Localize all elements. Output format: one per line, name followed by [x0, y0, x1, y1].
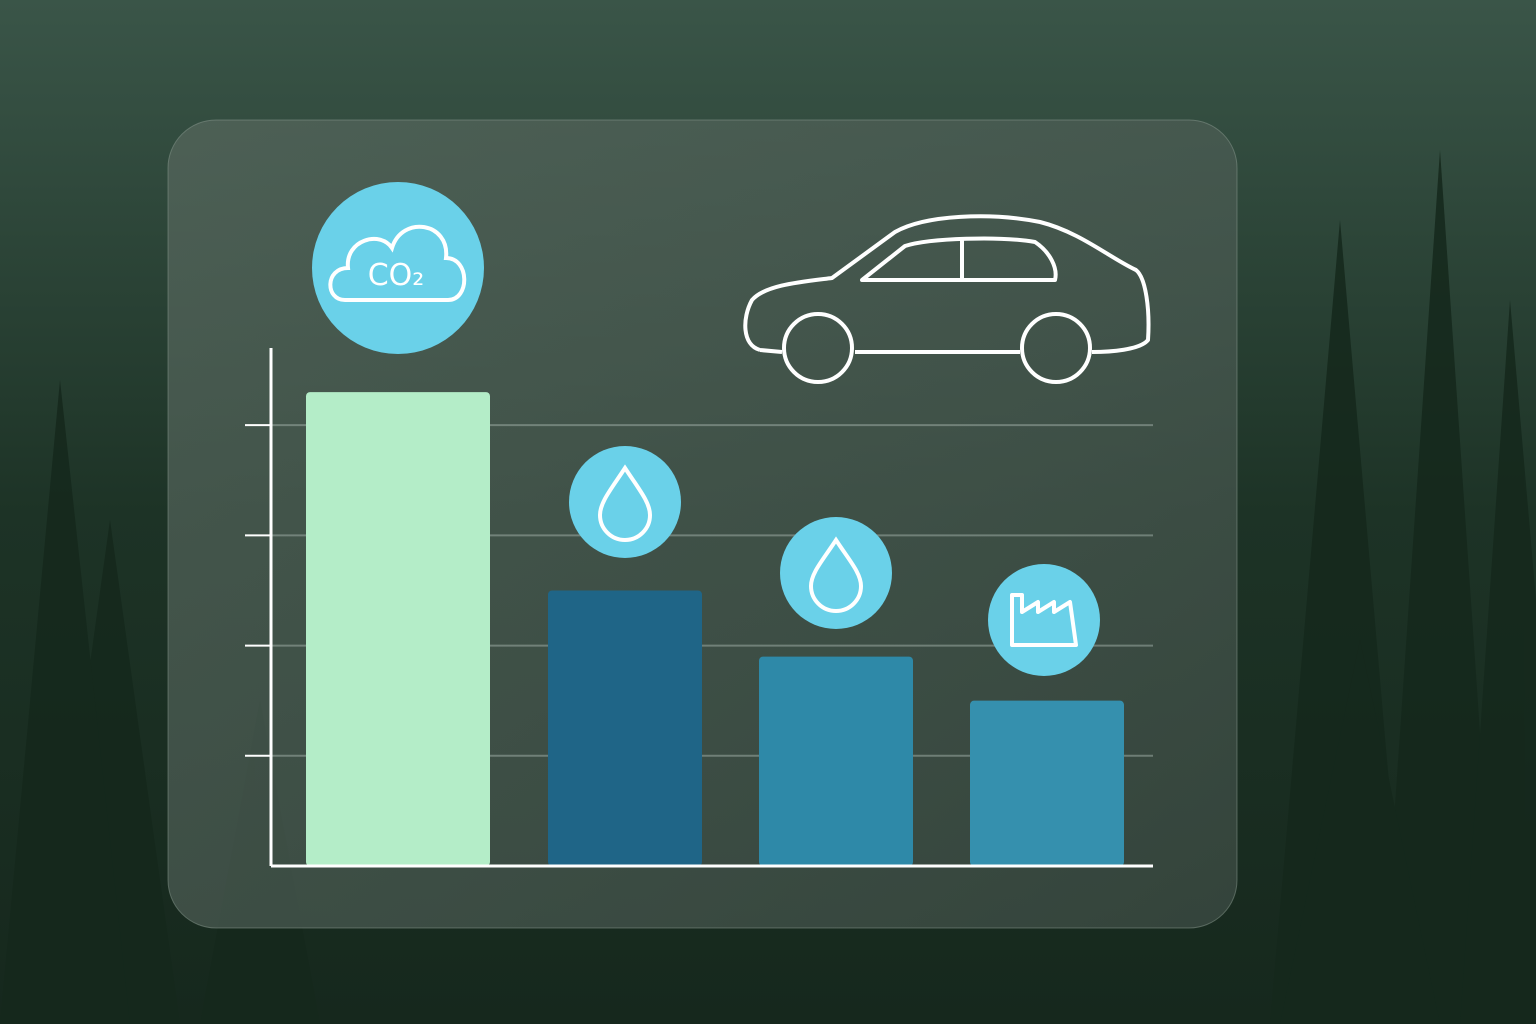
bar — [306, 392, 490, 866]
factory-icon — [988, 564, 1100, 676]
drop-outline — [597, 464, 653, 542]
drop-icon — [780, 517, 892, 629]
drop-icon — [569, 446, 681, 558]
factory-outline — [1010, 593, 1078, 647]
bar — [970, 700, 1124, 866]
cloud-outline — [328, 224, 467, 302]
bar — [548, 590, 702, 866]
icons: CO₂ — [312, 182, 1100, 676]
car-icon — [743, 214, 1151, 384]
drop-outline — [808, 536, 864, 613]
forest — [0, 150, 1536, 1024]
bar — [759, 656, 913, 866]
co2-label: CO₂ — [368, 258, 425, 293]
co2-icon — [312, 182, 484, 354]
